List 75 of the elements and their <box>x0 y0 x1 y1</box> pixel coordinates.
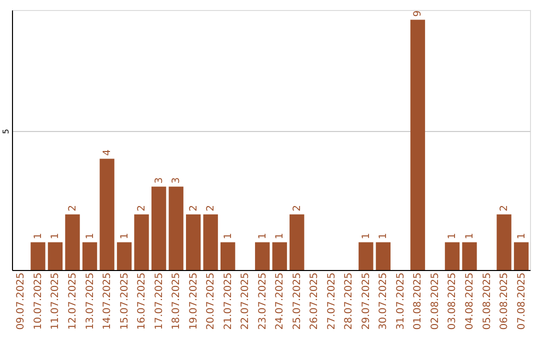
bar <box>358 242 374 270</box>
bar <box>30 242 46 270</box>
data-label: 2 <box>136 205 148 212</box>
x-tick-label: 30.07.2025 <box>378 272 390 330</box>
x-tick-label: 22.07.2025 <box>240 272 252 330</box>
x-tick-label: 07.08.2025 <box>516 272 528 330</box>
x-tick-label: 06.08.2025 <box>499 272 510 330</box>
x-tick-label: 04.08.2025 <box>464 272 476 330</box>
bar <box>48 242 63 270</box>
bar <box>255 242 270 270</box>
bar <box>272 242 287 270</box>
bar <box>116 242 132 270</box>
x-tick-label: 11.07.2025 <box>50 272 62 330</box>
data-label: 2 <box>68 205 78 212</box>
x-tick-label: 01.08.2025 <box>412 272 424 330</box>
data-label: 1 <box>222 232 234 240</box>
data-label: 3 <box>154 177 165 184</box>
bar <box>410 20 426 270</box>
x-tick-label: 18.07.2025 <box>171 272 182 330</box>
x-tick-label: 09.07.2025 <box>16 272 27 330</box>
bar <box>220 242 236 270</box>
bar <box>134 214 149 270</box>
data-label: 2 <box>292 205 303 212</box>
data-label: 2 <box>188 205 200 212</box>
data-label: 9 <box>412 10 424 17</box>
x-tick-label: 05.08.2025 <box>482 272 493 330</box>
x-tick-label: 28.07.2025 <box>344 272 355 330</box>
data-label: 1 <box>257 232 268 240</box>
x-tick-label: 10.07.2025 <box>32 272 44 330</box>
bar <box>168 186 184 270</box>
x-tick-label: 12.07.2025 <box>68 272 78 330</box>
data-label: 1 <box>464 232 476 240</box>
bar <box>376 242 391 270</box>
data-label: 2 <box>206 205 217 212</box>
data-label: 1 <box>119 232 130 240</box>
x-tick-label: 26.07.2025 <box>309 272 320 330</box>
x-tick-label: 25.07.2025 <box>292 272 303 330</box>
data-label: 1 <box>447 232 458 240</box>
x-tick-label: 23.07.2025 <box>257 272 268 330</box>
data-label: 1 <box>84 232 96 240</box>
x-tick-label: 03.08.2025 <box>447 272 458 330</box>
bar <box>151 186 166 270</box>
data-label: 1 <box>274 232 286 240</box>
bar <box>186 214 201 270</box>
bar <box>496 214 512 270</box>
x-tick-label: 16.07.2025 <box>136 272 148 330</box>
data-label: 1 <box>50 232 62 240</box>
x-tick-label: 24.07.2025 <box>274 272 286 330</box>
data-label: 4 <box>102 149 114 156</box>
x-tick-label: 14.07.2025 <box>102 272 114 330</box>
bar <box>290 214 304 270</box>
data-label: 1 <box>360 232 372 240</box>
data-label: 1 <box>32 232 44 240</box>
x-tick-label: 29.07.2025 <box>360 272 372 330</box>
x-tick-label: 31.07.2025 <box>395 272 406 330</box>
bar <box>82 242 98 270</box>
x-tick-label: 02.08.2025 <box>430 272 441 330</box>
data-label: 1 <box>378 232 390 240</box>
bar <box>462 242 477 270</box>
bar <box>65 214 80 270</box>
x-tick-label: 21.07.2025 <box>222 272 234 330</box>
x-tick-label: 19.07.2025 <box>188 272 200 330</box>
x-tick-label: 17.07.2025 <box>154 272 165 330</box>
data-label: 1 <box>516 232 528 240</box>
y-tick-label: 5 <box>2 128 10 134</box>
x-tick-label: 20.07.2025 <box>206 272 217 330</box>
data-label: 2 <box>499 205 510 212</box>
x-tick-label: 13.07.2025 <box>84 272 96 330</box>
bar <box>514 242 529 270</box>
bar <box>444 242 460 270</box>
bar <box>100 158 114 270</box>
bar <box>203 214 218 270</box>
data-label: 3 <box>171 177 182 184</box>
x-tick-label: 27.07.2025 <box>326 272 338 330</box>
x-tick-label: 15.07.2025 <box>119 272 130 330</box>
